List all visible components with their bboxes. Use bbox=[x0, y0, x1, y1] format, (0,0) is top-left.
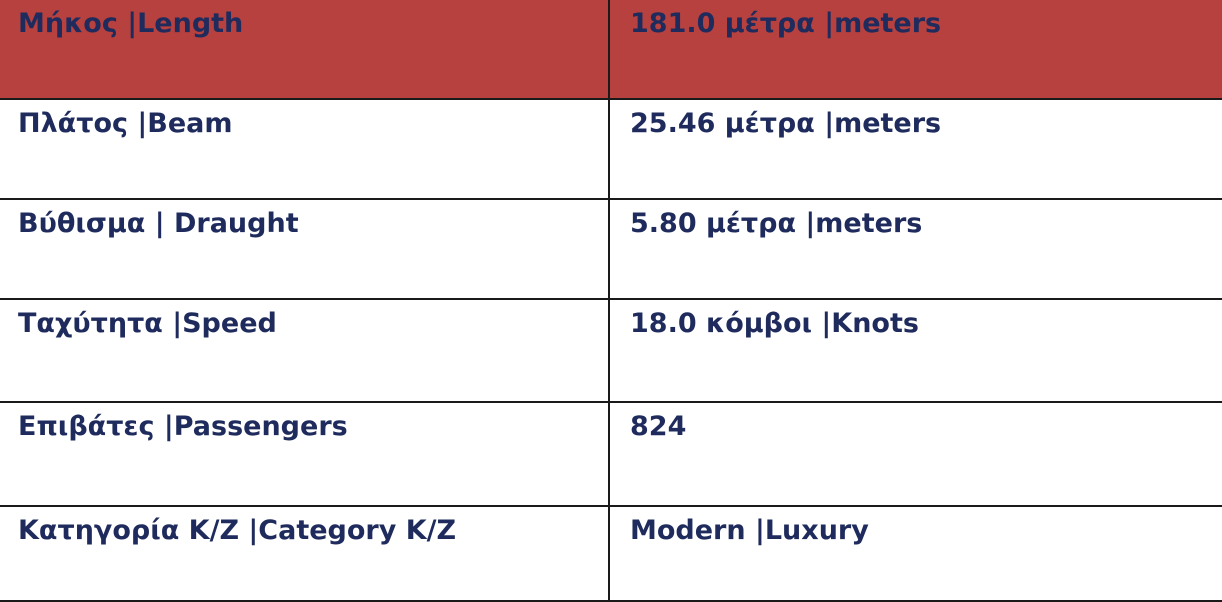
table-row: Ταχύτητα |Speed 18.0 κόμβοι |Knots bbox=[0, 300, 1222, 403]
table-row: Βύθισμα | Draught 5.80 μέτρα |meters bbox=[0, 200, 1222, 300]
label-cell: Κατηγορία Κ/Ζ |Category Κ/Ζ bbox=[0, 507, 610, 600]
table-row: Πλάτος |Beam 25.46 μέτρα |meters bbox=[0, 100, 1222, 200]
label-cell: Πλάτος |Beam bbox=[0, 100, 610, 198]
value-cell: Modern |Luxury bbox=[630, 515, 869, 546]
label-cell: Μήκος |Length bbox=[0, 0, 610, 98]
value-cell: 5.80 μέτρα |meters bbox=[630, 208, 923, 239]
label-cell: Βύθισμα | Draught bbox=[0, 200, 610, 298]
label-cell: Ταχύτητα |Speed bbox=[0, 300, 610, 401]
value-cell: 181.0 μέτρα |meters bbox=[630, 8, 942, 39]
value-cell: 18.0 κόμβοι |Knots bbox=[630, 308, 919, 339]
header-row: Μήκος |Length 181.0 μέτρα |meters bbox=[0, 0, 1222, 100]
value-cell: 25.46 μέτρα |meters bbox=[630, 108, 942, 139]
value-cell: 824 bbox=[630, 411, 687, 442]
table-row: Κατηγορία Κ/Ζ |Category Κ/Ζ Modern |Luxur… bbox=[0, 507, 1222, 602]
table-row: Επιβάτες |Passengers 824 bbox=[0, 403, 1222, 507]
label-cell: Επιβάτες |Passengers bbox=[0, 403, 610, 505]
